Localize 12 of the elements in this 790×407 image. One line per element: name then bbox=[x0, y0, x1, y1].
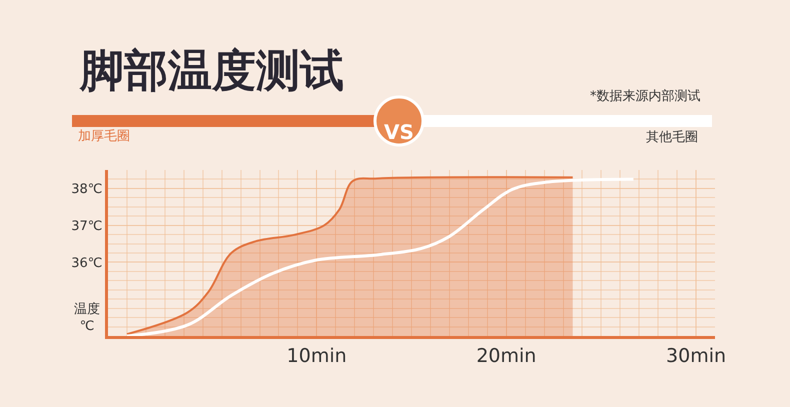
y-tick-label: 38℃ bbox=[71, 182, 102, 197]
x-tick-label: 10min bbox=[286, 344, 347, 367]
y-axis-title: 温度 ℃ bbox=[74, 301, 100, 334]
y-tick-label: 37℃ bbox=[71, 218, 102, 234]
text: *数据来源内部测试 bbox=[590, 89, 700, 104]
x-tick-label: 20min bbox=[476, 344, 536, 367]
y-tick-label: 36℃ bbox=[71, 256, 102, 271]
text: VS bbox=[384, 120, 414, 144]
chart-title: 脚部温度测试 bbox=[79, 45, 344, 96]
text: 加厚毛圈 bbox=[78, 129, 130, 144]
x-tick-label: 30min bbox=[666, 344, 726, 367]
text: 其他毛圈 bbox=[646, 130, 698, 145]
